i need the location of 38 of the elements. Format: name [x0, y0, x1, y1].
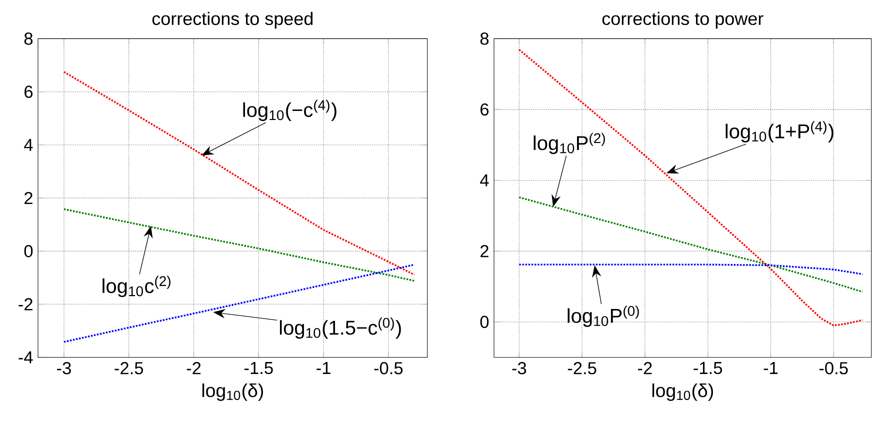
chart-title: corrections to speed: [152, 12, 313, 28]
y-tick-label: 2: [24, 192, 32, 204]
y-tick-label: 8: [480, 32, 489, 45]
line-series: [63, 264, 416, 343]
annotation: log$_{10}$c$^{(2)}$: [102, 276, 170, 297]
annotation: log$_{10}$P$^{(2)}$: [534, 132, 605, 154]
x-tick-label: -1.5: [244, 362, 273, 374]
x-tick-label: -2.5: [568, 362, 596, 374]
annotation: log$_{10}$(1.5−c$^{(0)}$): [280, 317, 401, 339]
y-tick-label: -4: [18, 351, 33, 364]
y-tick-label: 6: [24, 85, 33, 98]
x-tick-label: -2: [186, 362, 201, 374]
x-tick-label: -2.5: [114, 362, 144, 374]
x-tick-label: -1: [316, 362, 330, 374]
line-series: [63, 70, 416, 276]
x-tick-label: -1.5: [694, 362, 722, 374]
y-tick-label: 0: [24, 244, 33, 258]
x-axis-title: log$_{10}$(δ): [202, 383, 263, 401]
annotation: log$_{10}$(−c$^{(4)}$): [243, 100, 336, 121]
line-series: [518, 48, 864, 326]
y-tick-label: 4: [24, 138, 33, 151]
x-axis-title: log$_{10}$(δ): [652, 383, 713, 401]
annotation: log$_{10}$P$^{(0)}$: [568, 305, 639, 327]
y-tick-label: 8: [24, 32, 33, 45]
x-tick-label: -0.5: [819, 362, 848, 374]
x-tick-label: -2: [638, 362, 652, 374]
y-tick-label: 6: [480, 103, 489, 116]
x-tick-label: -3: [512, 362, 526, 374]
annotation: log$_{10}$(1+P$^{(4)}$): [726, 121, 834, 142]
y-tick-label: 2: [480, 244, 488, 258]
chart-title: corrections to power: [602, 12, 764, 28]
x-tick-label: -3: [57, 362, 71, 374]
y-tick-label: 4: [480, 174, 489, 186]
line-series: [518, 196, 864, 293]
x-tick-label: -0.5: [374, 362, 403, 374]
y-tick-label: 0: [480, 316, 489, 328]
y-tick-label: -2: [18, 298, 32, 310]
x-tick-label: -1: [764, 362, 778, 374]
